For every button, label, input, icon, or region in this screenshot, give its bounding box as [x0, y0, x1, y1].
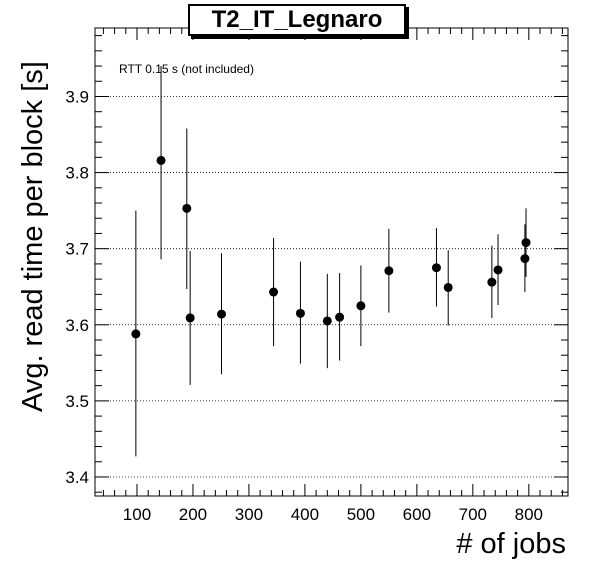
data-point	[493, 265, 503, 275]
y-tick-label: 3.9	[65, 87, 89, 106]
data-point	[521, 238, 531, 248]
x-tick-label: 700	[459, 505, 487, 524]
x-axis-label: # of jobs	[456, 528, 566, 560]
data-point	[443, 282, 453, 292]
data-point	[431, 263, 441, 273]
data-point	[217, 309, 227, 319]
data-point	[487, 277, 497, 287]
x-tick-label: 800	[515, 505, 543, 524]
y-tick-label: 3.4	[65, 468, 89, 487]
data-point	[182, 203, 192, 213]
data-point	[185, 313, 195, 323]
y-tick-label: 3.5	[65, 392, 89, 411]
x-tick-label: 300	[235, 505, 263, 524]
x-tick-label: 100	[123, 505, 151, 524]
data-point	[269, 287, 279, 297]
plot-frame	[94, 27, 569, 497]
rtt-annotation: RTT 0.15 s (not included)	[119, 62, 254, 76]
y-tick-label: 3.6	[65, 316, 89, 335]
y-tick-label: 3.8	[65, 164, 89, 183]
data-point	[335, 312, 345, 322]
x-tick-label: 500	[347, 505, 375, 524]
y-tick-label: 3.7	[65, 240, 89, 259]
data-point	[520, 254, 530, 264]
x-tick-label: 600	[403, 505, 431, 524]
x-tick-label: 200	[179, 505, 207, 524]
data-point	[384, 266, 394, 276]
data-point	[356, 301, 366, 311]
data-point	[322, 316, 332, 326]
y-axis-label: Avg. read time per block [s]	[17, 61, 49, 412]
chart-title: T2_IT_Legnaro	[188, 4, 406, 36]
data-point	[131, 329, 141, 339]
data-point	[156, 155, 166, 165]
data-point	[295, 308, 305, 318]
x-tick-label: 400	[291, 505, 319, 524]
